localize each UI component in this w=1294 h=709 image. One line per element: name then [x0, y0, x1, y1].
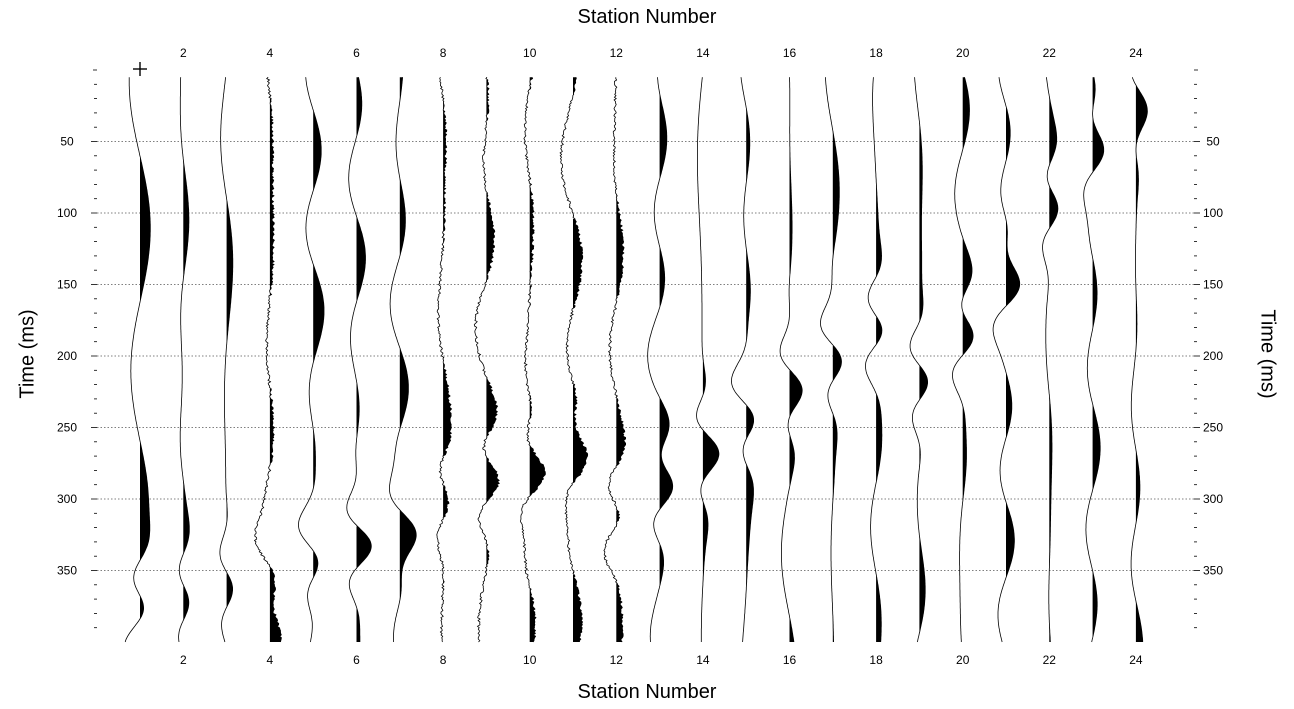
- x-tick-label-bottom: 22: [1043, 653, 1057, 667]
- trace-12: [603, 77, 626, 643]
- y-tick-label-right: 100: [1203, 206, 1223, 220]
- trace-20: [952, 77, 974, 642]
- shot-point-marker: [133, 62, 147, 76]
- trace-fill-10: [529, 77, 546, 642]
- trace-9: [473, 76, 500, 643]
- trace-18: [865, 77, 883, 643]
- trace-3: [219, 77, 234, 643]
- y-tick-label-left: 250: [57, 421, 77, 435]
- x-tick-label-bottom: 6: [353, 653, 360, 667]
- x-axis-title-top: Station Number: [577, 6, 717, 28]
- trace-8: [436, 77, 453, 643]
- trace-6: [346, 77, 372, 642]
- x-tick-label-bottom: 20: [956, 653, 970, 667]
- x-tick-label-top: 12: [610, 46, 624, 60]
- trace-1: [124, 77, 151, 643]
- x-tick-label-bottom: 18: [869, 653, 883, 667]
- tick-labels: 50 50 100 100 150 150 200 200 250 250 300 300 350 350…: [57, 46, 1223, 667]
- x-tick-label-top: 10: [523, 46, 537, 60]
- x-tick-label-bottom: 10: [523, 653, 537, 667]
- trace-fill-14: [702, 357, 719, 585]
- trace-23: [1083, 77, 1105, 643]
- y-tick-label-right: 350: [1203, 564, 1223, 578]
- x-tick-label-bottom: 2: [180, 653, 187, 667]
- x-tick-label-top: 18: [869, 46, 883, 60]
- trace-fill-13: [659, 94, 673, 588]
- trace-2: [178, 77, 190, 643]
- trace-group: [124, 76, 1148, 643]
- x-tick-label-top: 20: [956, 46, 970, 60]
- trace-fill-1: [140, 157, 151, 620]
- x-tick-label-bottom: 12: [610, 653, 624, 667]
- trace-fill-12: [616, 80, 626, 642]
- x-tick-label-bottom: 14: [696, 653, 710, 667]
- trace-16: [779, 77, 803, 643]
- x-tick-label-top: 22: [1043, 46, 1057, 60]
- x-tick-label-top: 2: [180, 46, 187, 60]
- x-tick-label-bottom: 4: [267, 653, 274, 667]
- trace-4: [253, 76, 282, 643]
- trace-fill-20: [962, 77, 974, 502]
- trace-5: [298, 77, 325, 643]
- trace-24: [1130, 77, 1148, 642]
- trace-fill-17: [832, 131, 842, 642]
- trace-fill-8: [443, 95, 452, 618]
- trace-14: [696, 77, 720, 642]
- trace-fill-6: [356, 77, 372, 642]
- y-tick-label-left: 100: [57, 206, 77, 220]
- trace-fill-19: [919, 122, 928, 634]
- y-tick-label-left: 350: [57, 564, 77, 578]
- trace-fill-16: [789, 77, 803, 642]
- trace-fill-7: [399, 77, 417, 602]
- trace-fill-3: [226, 198, 233, 608]
- trace-15: [731, 77, 754, 643]
- trace-21: [992, 77, 1021, 643]
- y-tick-label-right: 300: [1203, 492, 1223, 506]
- trace-fill-5: [313, 111, 324, 580]
- trace-fill-2: [183, 160, 190, 621]
- x-tick-label-top: 16: [783, 46, 797, 60]
- trace-fill-18: [876, 180, 882, 642]
- y-tick-label-right: 200: [1203, 349, 1223, 363]
- y-tick-label-left: 300: [57, 492, 77, 506]
- trace-19: [909, 77, 928, 643]
- trace-10: [520, 77, 546, 643]
- x-tick-label-top: 6: [353, 46, 360, 60]
- trace-22: [1042, 77, 1059, 643]
- x-tick-label-top: 8: [440, 46, 447, 60]
- y-tick-label-left: 200: [57, 349, 77, 363]
- y-tick-label-right: 150: [1203, 278, 1223, 292]
- trace-17: [820, 77, 842, 642]
- y-tick-label-left: 50: [60, 135, 74, 149]
- x-tick-label-top: 4: [267, 46, 274, 60]
- trace-fill-9: [486, 77, 500, 577]
- grid-lines: [97, 141, 1194, 571]
- trace-11: [559, 77, 589, 642]
- x-axis-title-bottom: Station Number: [577, 681, 717, 703]
- x-tick-label-bottom: 24: [1129, 653, 1143, 667]
- y-tick-label-left: 150: [57, 278, 77, 292]
- x-tick-label-top: 14: [696, 46, 710, 60]
- trace-7: [389, 77, 417, 642]
- trace-fill-15: [746, 108, 754, 591]
- x-tick-label-top: 24: [1129, 46, 1143, 60]
- trace-13: [647, 77, 674, 642]
- trace-fill-4: [269, 91, 282, 642]
- x-tick-label-bottom: 8: [440, 653, 447, 667]
- axis-ticks: [91, 69, 1200, 629]
- y-tick-label-right: 50: [1206, 135, 1220, 149]
- trace-fill-11: [573, 77, 588, 642]
- x-tick-label-bottom: 16: [783, 653, 797, 667]
- trace-fill-23: [1092, 77, 1104, 640]
- trace-fill-22: [1049, 97, 1058, 642]
- y-tick-label-right: 250: [1203, 421, 1223, 435]
